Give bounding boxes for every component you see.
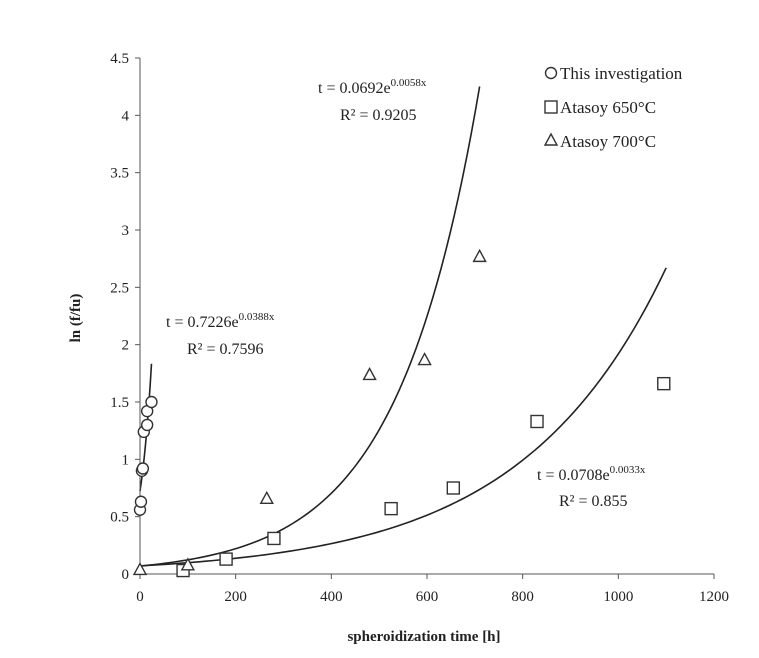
legend-label: Atasoy 700°C — [560, 132, 656, 151]
annotation-atasoy-700: t = 0.0692e0.0058x R² = 0.9205 — [318, 77, 427, 124]
legend-item-atasoy-650: Atasoy 650°C — [544, 98, 656, 117]
y-tick-label: 3 — [122, 223, 130, 239]
y-tick-label: 1.5 — [110, 395, 129, 411]
y-tick-label: 3.5 — [110, 166, 129, 182]
legend-triangle-marker — [543, 132, 559, 146]
data-point-triangle — [417, 352, 432, 366]
x-ticks: 0 200 400 600 800 1000 1200 — [136, 574, 729, 605]
data-points — [132, 248, 671, 578]
legend-item-atasoy-700: Atasoy 700°C — [543, 132, 656, 151]
data-point-triangle — [180, 557, 196, 571]
data-point-triangle — [132, 561, 148, 576]
y-tick-label: 4 — [122, 108, 130, 124]
data-point-square — [530, 414, 544, 429]
legend-label: This investigation — [560, 64, 683, 83]
data-point-circle — [140, 418, 154, 432]
r2-atasoy-650: R² = 0.855 — [559, 493, 628, 510]
x-tick-label: 0 — [136, 589, 144, 605]
x-tick-label: 600 — [416, 589, 439, 605]
data-point-square — [384, 501, 398, 516]
x-tick-label: 800 — [511, 589, 534, 605]
data-point-square — [267, 531, 281, 546]
y-tick-label: 0.5 — [110, 510, 129, 526]
data-point-circle — [145, 395, 158, 409]
y-tick-label: 1 — [122, 452, 130, 468]
y-tick-label: 2.5 — [110, 280, 129, 296]
legend: This investigation Atasoy 650°C Atasoy 7… — [543, 64, 683, 151]
equation-this-investigation: t = 0.7226e0.0388x — [166, 311, 275, 331]
x-tick-label: 1200 — [699, 589, 729, 605]
legend-label: Atasoy 650°C — [560, 98, 656, 117]
y-tick-label: 0 — [122, 567, 130, 583]
equation-atasoy-700: t = 0.0692e0.0058x — [318, 77, 427, 97]
data-point-triangle — [362, 367, 377, 381]
x-axis-title: spheroidization time [h] — [347, 629, 500, 645]
data-point-square — [446, 481, 461, 495]
data-point-square — [657, 376, 671, 391]
r2-atasoy-700: R² = 0.9205 — [340, 107, 417, 124]
x-tick-label: 200 — [224, 589, 247, 605]
annotation-atasoy-650: t = 0.0708e0.0033x R² = 0.855 — [537, 464, 646, 510]
fit-curve-square — [139, 267, 667, 567]
fit-curve-circle — [139, 363, 153, 492]
legend-square-marker — [544, 100, 558, 114]
legend-item-this-investigation: This investigation — [544, 64, 683, 83]
data-point-triangle — [472, 248, 487, 263]
y-tick-label: 2 — [122, 338, 130, 354]
data-point-square — [219, 552, 233, 566]
data-point-circle — [136, 462, 150, 475]
r2-this-investigation: R² = 0.7596 — [187, 341, 264, 358]
y-axis-title: ln (f/fu) — [68, 294, 84, 343]
x-tick-label: 400 — [320, 589, 343, 605]
y-tick-label: 4.5 — [110, 51, 129, 67]
x-tick-label: 1000 — [603, 589, 633, 605]
annotation-this-investigation: t = 0.7226e0.0388x R² = 0.7596 — [166, 311, 275, 358]
legend-circle-marker — [544, 66, 558, 80]
data-point-circle — [134, 495, 148, 508]
equation-atasoy-650: t = 0.0708e0.0033x — [537, 464, 646, 484]
fit-curve-triangle — [139, 86, 481, 567]
data-point-triangle — [259, 490, 274, 505]
